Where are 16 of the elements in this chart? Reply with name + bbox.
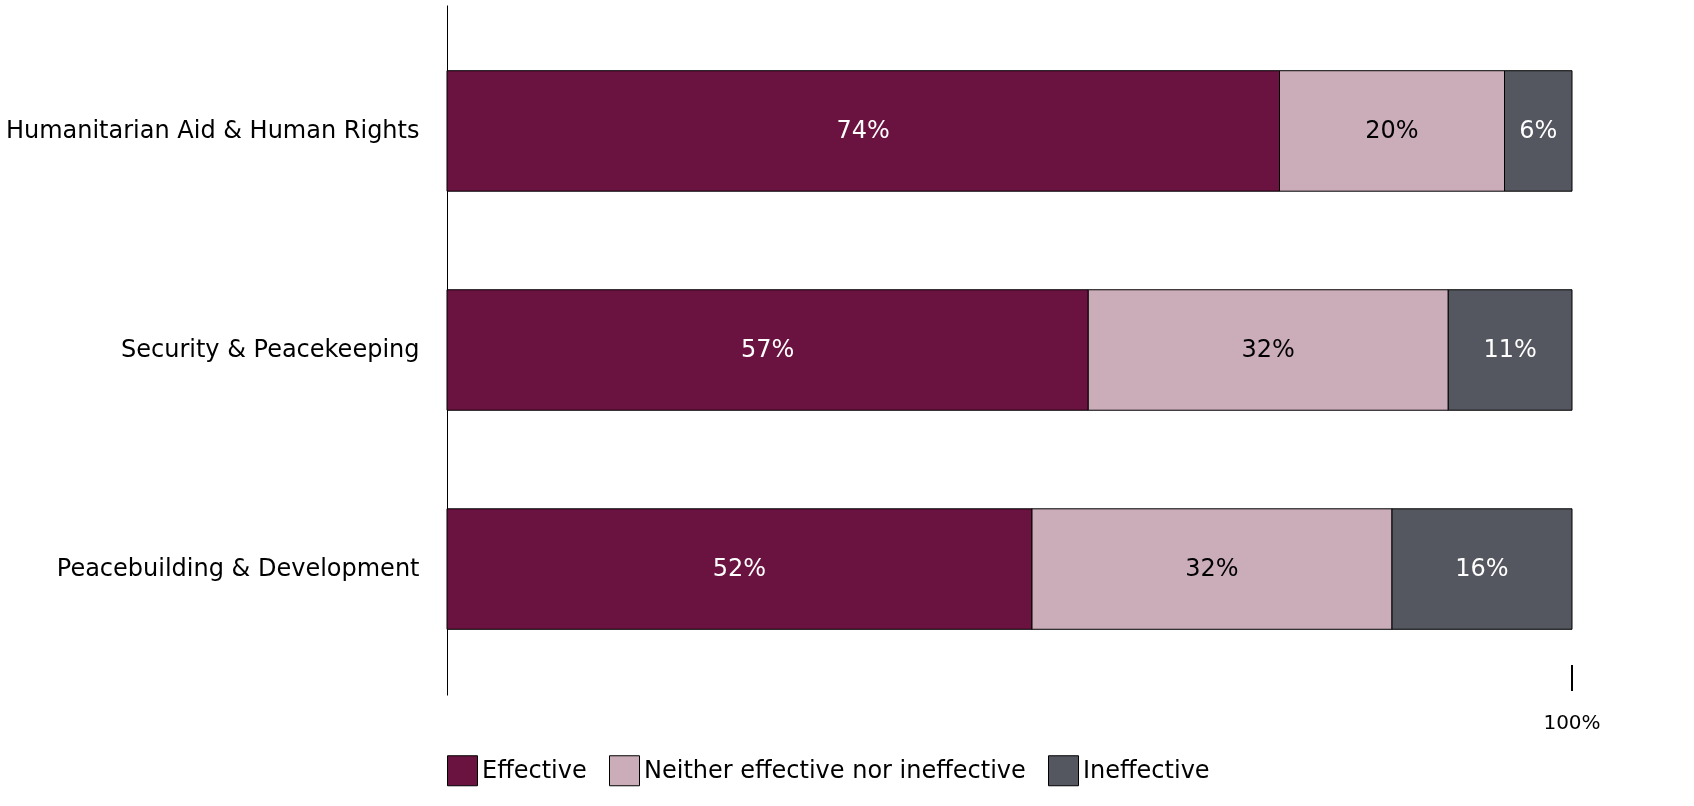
legend-label: Ineffective [1083,755,1210,784]
data-label: 11% [1483,335,1537,363]
y-tick-label: Security & Peacekeeping [121,335,420,363]
data-label: 16% [1455,554,1509,583]
data-label: 57% [740,335,795,363]
annotation: 100% [1543,710,1601,734]
legend-label: Neither effective nor ineffective [644,755,1026,784]
y-tick-label: Humanitarian Aid & Human Rights [5,115,420,144]
data-label: 32% [1241,335,1295,363]
data-label: 6% [1519,115,1558,144]
data-label: 20% [1365,115,1419,144]
data-label: 74% [836,115,890,144]
y-tick-label: Peacebuilding & Development [56,554,420,583]
legend-label: Effective [482,755,587,784]
data-label: 52% [712,554,767,583]
data-label: 32% [1185,554,1239,583]
